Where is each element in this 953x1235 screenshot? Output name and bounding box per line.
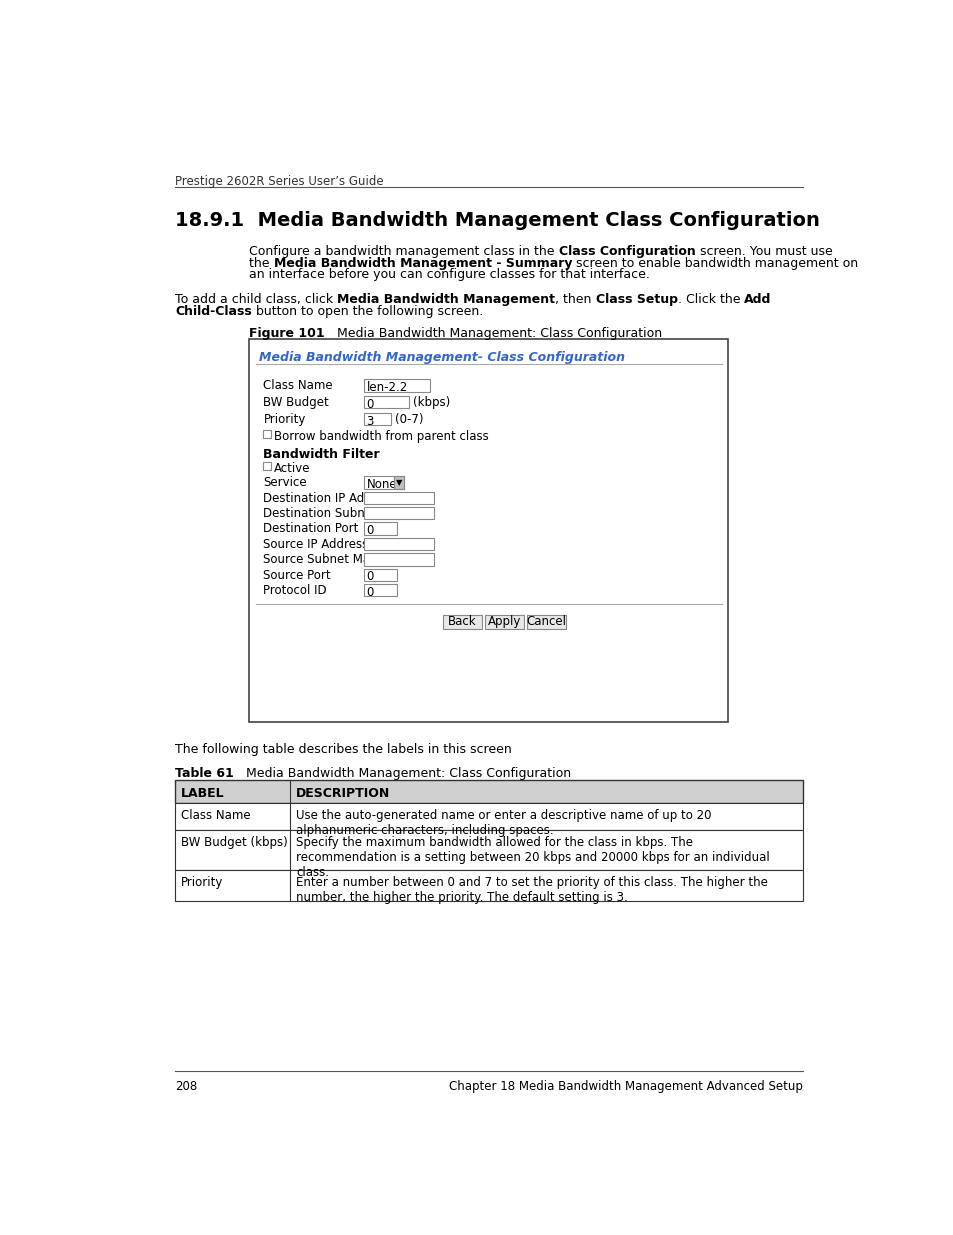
Text: Specify the maximum bandwidth allowed for the class in kbps. The
recommendation : Specify the maximum bandwidth allowed fo… [295,836,769,879]
Text: Priority: Priority [263,412,306,426]
Text: Media Bandwidth Management: Class Configuration: Media Bandwidth Management: Class Config… [233,767,570,779]
Text: 0: 0 [366,571,374,583]
Text: Class Name: Class Name [181,809,251,821]
Text: (kbps): (kbps) [413,396,450,409]
Text: Destination Port: Destination Port [263,522,358,536]
Text: Configure a bandwidth management class in the: Configure a bandwidth management class i… [249,246,558,258]
Text: DESCRIPTION: DESCRIPTION [295,787,390,799]
Text: screen to enable bandwidth management on: screen to enable bandwidth management on [572,257,858,269]
Bar [174,871,802,902]
Text: Child-Class: Child-Class [174,305,252,317]
Text: Class Name: Class Name [263,379,333,393]
Text: Class Setup: Class Setup [595,293,677,306]
Bar [174,830,802,871]
Bar [364,522,396,535]
Bar [364,508,434,520]
Text: Add: Add [743,293,771,306]
Text: 208: 208 [174,1079,197,1093]
Text: Media Bandwidth Management: Media Bandwidth Management [336,293,555,306]
Text: screen. You must use: screen. You must use [695,246,832,258]
Text: an interface before you can configure classes for that interface.: an interface before you can configure cl… [249,268,650,282]
Text: Source Subnet Mask: Source Subnet Mask [263,553,383,566]
Text: the: the [249,257,274,269]
Text: Prestige 2602R Series User’s Guide: Prestige 2602R Series User’s Guide [174,175,383,188]
Text: , then: , then [555,293,595,306]
Text: Source IP Address: Source IP Address [263,537,368,551]
Text: len-2.2: len-2.2 [366,380,407,394]
Bar [484,615,523,629]
Text: Active: Active [274,462,311,475]
Text: 0: 0 [366,585,374,599]
Text: 18.9.1  Media Bandwidth Management Class Configuration: 18.9.1 Media Bandwidth Management Class … [174,211,819,231]
Text: Protocol ID: Protocol ID [263,584,327,597]
Text: Enter a number between 0 and 7 to set the priority of this class. The higher the: Enter a number between 0 and 7 to set th… [295,876,767,904]
Text: Chapter 18 Media Bandwidth Management Advanced Setup: Chapter 18 Media Bandwidth Management Ad… [449,1079,802,1093]
Bar [364,412,391,425]
Text: ▼: ▼ [395,478,402,487]
Text: Destination IP Address: Destination IP Address [263,492,396,505]
Bar [174,804,802,830]
Text: BW Budget: BW Budget [263,396,329,409]
Bar [394,477,404,489]
Text: Back: Back [448,615,476,629]
Text: BW Budget (kbps): BW Budget (kbps) [181,836,288,848]
Text: Use the auto-generated name or enter a descriptive name of up to 20
alphanumeric: Use the auto-generated name or enter a d… [295,809,711,837]
Text: To add a child class, click: To add a child class, click [174,293,336,306]
Text: Media Bandwidth Management - Summary: Media Bandwidth Management - Summary [274,257,572,269]
Text: LABEL: LABEL [181,787,225,799]
Text: Borrow bandwidth from parent class: Borrow bandwidth from parent class [274,430,489,443]
Bar [174,781,802,804]
Text: 0: 0 [366,524,374,537]
Bar [443,615,481,629]
Text: 0: 0 [366,398,374,411]
Bar [526,615,565,629]
Bar [263,430,271,437]
Bar [249,340,728,721]
Text: Cancel: Cancel [526,615,566,629]
Text: Priority: Priority [181,876,223,889]
Text: Bandwidth Filter: Bandwidth Filter [263,448,379,462]
Text: Service: Service [263,477,307,489]
Text: Media Bandwidth Management: Class Configuration: Media Bandwidth Management: Class Config… [325,327,661,340]
Text: Apply: Apply [487,615,520,629]
Text: Destination Subnet Mask: Destination Subnet Mask [263,508,411,520]
Bar [364,584,396,597]
Text: 3: 3 [366,415,374,427]
Text: Table 61: Table 61 [174,767,233,779]
Text: . Click the: . Click the [677,293,743,306]
Text: button to open the following screen.: button to open the following screen. [252,305,482,317]
Bar [364,477,404,489]
Text: The following table describes the labels in this screen: The following table describes the labels… [174,743,511,756]
Bar [364,396,409,409]
Text: (0-7): (0-7) [395,412,423,426]
Text: None: None [366,478,396,490]
Bar [364,379,430,391]
Text: Class Configuration: Class Configuration [558,246,695,258]
Bar [364,568,396,580]
Text: Source Port: Source Port [263,568,331,582]
Bar [263,462,271,471]
Bar [364,553,434,566]
Text: Figure 101: Figure 101 [249,327,325,340]
Bar [364,492,434,504]
Bar [364,537,434,550]
Text: Media Bandwidth Management- Class Configuration: Media Bandwidth Management- Class Config… [258,352,624,364]
